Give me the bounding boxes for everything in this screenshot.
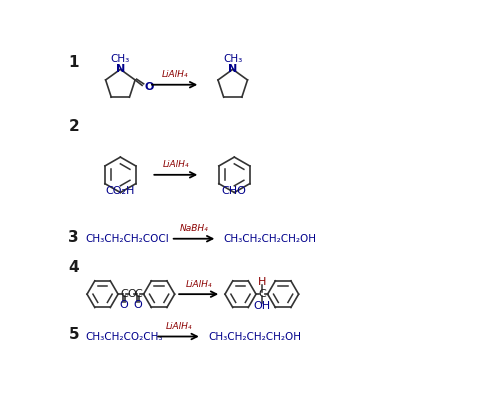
Text: 3: 3 (68, 230, 79, 245)
Text: LiAlH₄: LiAlH₄ (162, 160, 189, 170)
Text: C: C (258, 289, 266, 299)
Text: C: C (121, 289, 128, 299)
Text: CH₃: CH₃ (111, 54, 130, 64)
Text: CH₃CH₂CO₂CH₃: CH₃CH₂CO₂CH₃ (86, 332, 163, 341)
Text: O: O (134, 300, 142, 310)
Text: O: O (127, 289, 136, 299)
Text: 5: 5 (68, 327, 79, 342)
Text: LiAlH₄: LiAlH₄ (185, 280, 212, 289)
Text: CO₂H: CO₂H (106, 186, 135, 196)
Text: CHO: CHO (222, 186, 247, 196)
Text: CH₃CH₂CH₂COCl: CH₃CH₂CH₂COCl (86, 234, 169, 244)
Text: LiAlH₄: LiAlH₄ (165, 322, 192, 331)
Text: H: H (258, 277, 266, 287)
Text: CH₃: CH₃ (223, 54, 243, 64)
Text: N: N (116, 64, 125, 74)
Text: C: C (134, 289, 142, 299)
Text: 4: 4 (68, 259, 79, 275)
Text: LiAlH₄: LiAlH₄ (161, 70, 188, 79)
Text: N: N (228, 64, 238, 74)
Text: CH₃CH₂CH₂CH₂OH: CH₃CH₂CH₂CH₂OH (224, 234, 316, 244)
Text: NaBH₄: NaBH₄ (180, 224, 208, 233)
Text: 1: 1 (68, 55, 79, 70)
Text: CH₃CH₂CH₂CH₂OH: CH₃CH₂CH₂CH₂OH (208, 332, 301, 341)
Text: 2: 2 (68, 119, 79, 134)
Text: O: O (144, 82, 154, 92)
Text: OH: OH (253, 301, 271, 312)
Text: O: O (120, 300, 128, 310)
